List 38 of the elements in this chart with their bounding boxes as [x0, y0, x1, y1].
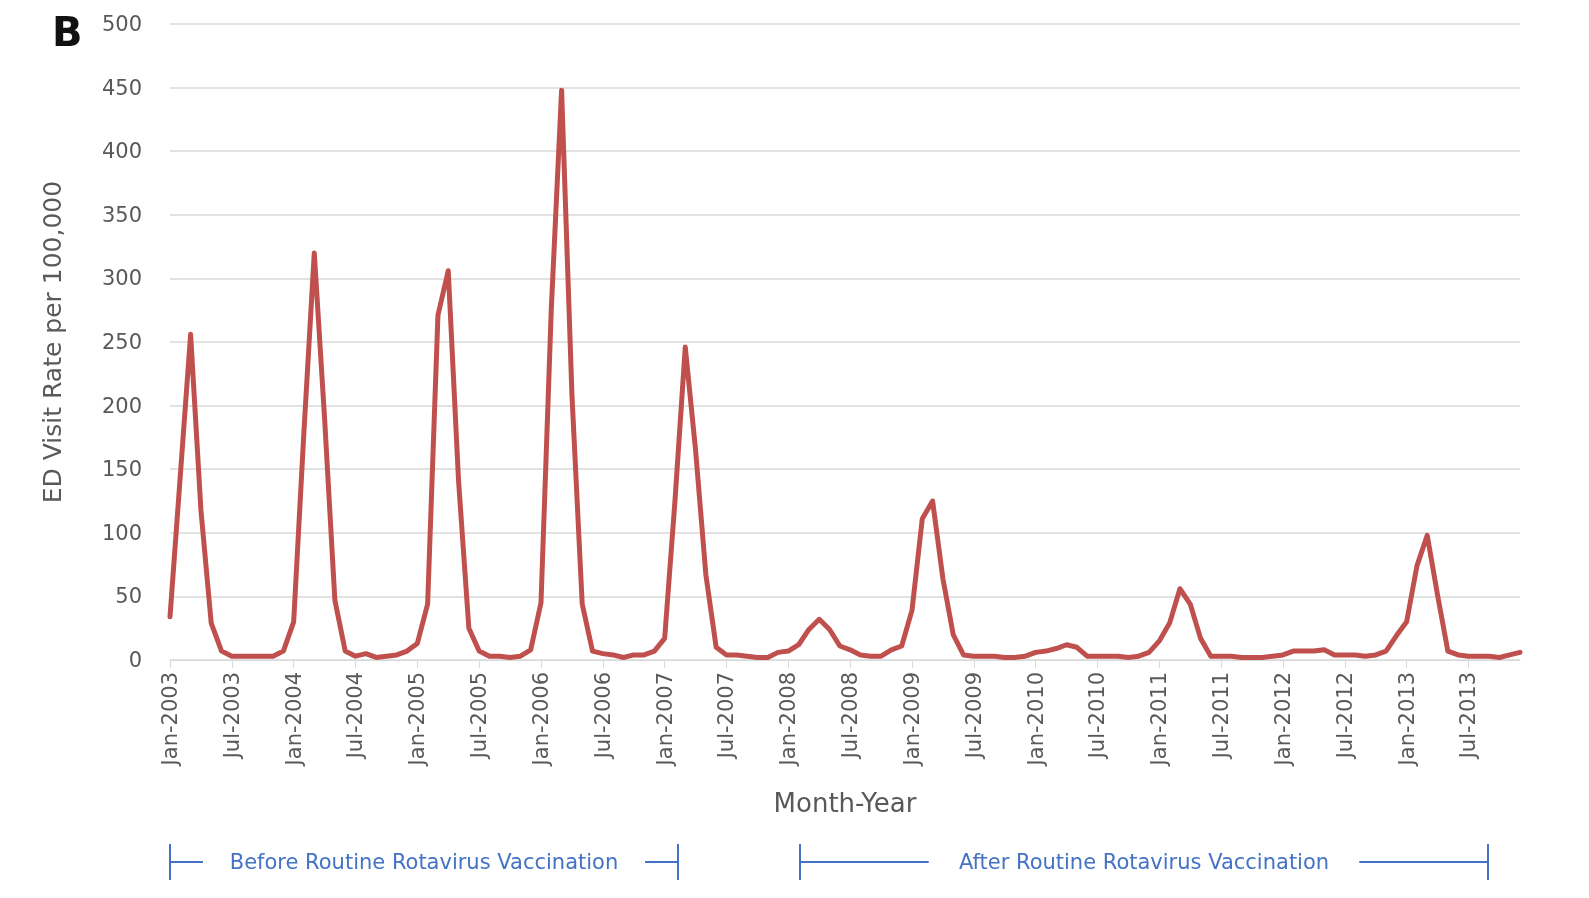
x-tick-label: Jul-2013 — [1456, 672, 1481, 761]
x-tick-label: Jan-2012 — [1270, 672, 1295, 768]
y-tick-label: 100 — [101, 520, 142, 545]
text: After Routine Rotavirus Vaccination — [958, 850, 1330, 874]
x-tick-label: Jan-2009 — [899, 672, 924, 768]
y-tick-label: 250 — [101, 330, 142, 354]
x-tick-label: Jan-2011 — [1147, 672, 1172, 768]
y-tick-label: 450 — [101, 75, 142, 100]
text: B — [52, 9, 83, 55]
x-tick-label: Jul-2011 — [1209, 672, 1234, 761]
x-tick-label: Jan-2013 — [1394, 672, 1419, 768]
x-tick-label: Jul-2008 — [838, 672, 863, 761]
y-tick-label: 500 — [101, 12, 142, 36]
x-tick-label: Jul-2010 — [1085, 672, 1110, 761]
x-tick-label: Jan-2010 — [1023, 672, 1048, 768]
x-axis-title: Month-Year — [773, 788, 917, 818]
y-tick-label: 150 — [101, 457, 142, 482]
y-tick-label: 350 — [101, 202, 142, 227]
x-tick-label: Jan-2003 — [158, 672, 182, 768]
x-tick-label: Jul-2009 — [961, 672, 986, 761]
text: Before Routine Rotavirus Vaccination — [229, 850, 619, 874]
y-tick-label: 300 — [101, 266, 142, 291]
y-axis-title: ED Visit Rate per 100,000 — [38, 180, 67, 504]
x-tick-label: Jan-2007 — [652, 672, 677, 768]
y-tick-label: 200 — [101, 393, 142, 418]
y-tick-label: 50 — [115, 584, 142, 609]
x-tick-label: Jul-2007 — [714, 672, 739, 761]
x-tick-label: Jul-2012 — [1332, 672, 1357, 761]
y-tick-label: 0 — [128, 648, 142, 672]
x-tick-label: Jan-2004 — [281, 672, 306, 768]
x-tick-label: Jul-2004 — [343, 672, 368, 761]
x-tick-label: Jan-2008 — [776, 672, 801, 768]
x-tick-label: Jan-2006 — [528, 672, 553, 768]
x-tick-label: Jul-2003 — [219, 672, 244, 761]
x-tick-label: Jul-2006 — [590, 672, 615, 761]
x-tick-label: Jan-2005 — [405, 672, 430, 768]
x-tick-label: Jul-2005 — [467, 672, 492, 761]
y-tick-label: 400 — [101, 139, 142, 164]
